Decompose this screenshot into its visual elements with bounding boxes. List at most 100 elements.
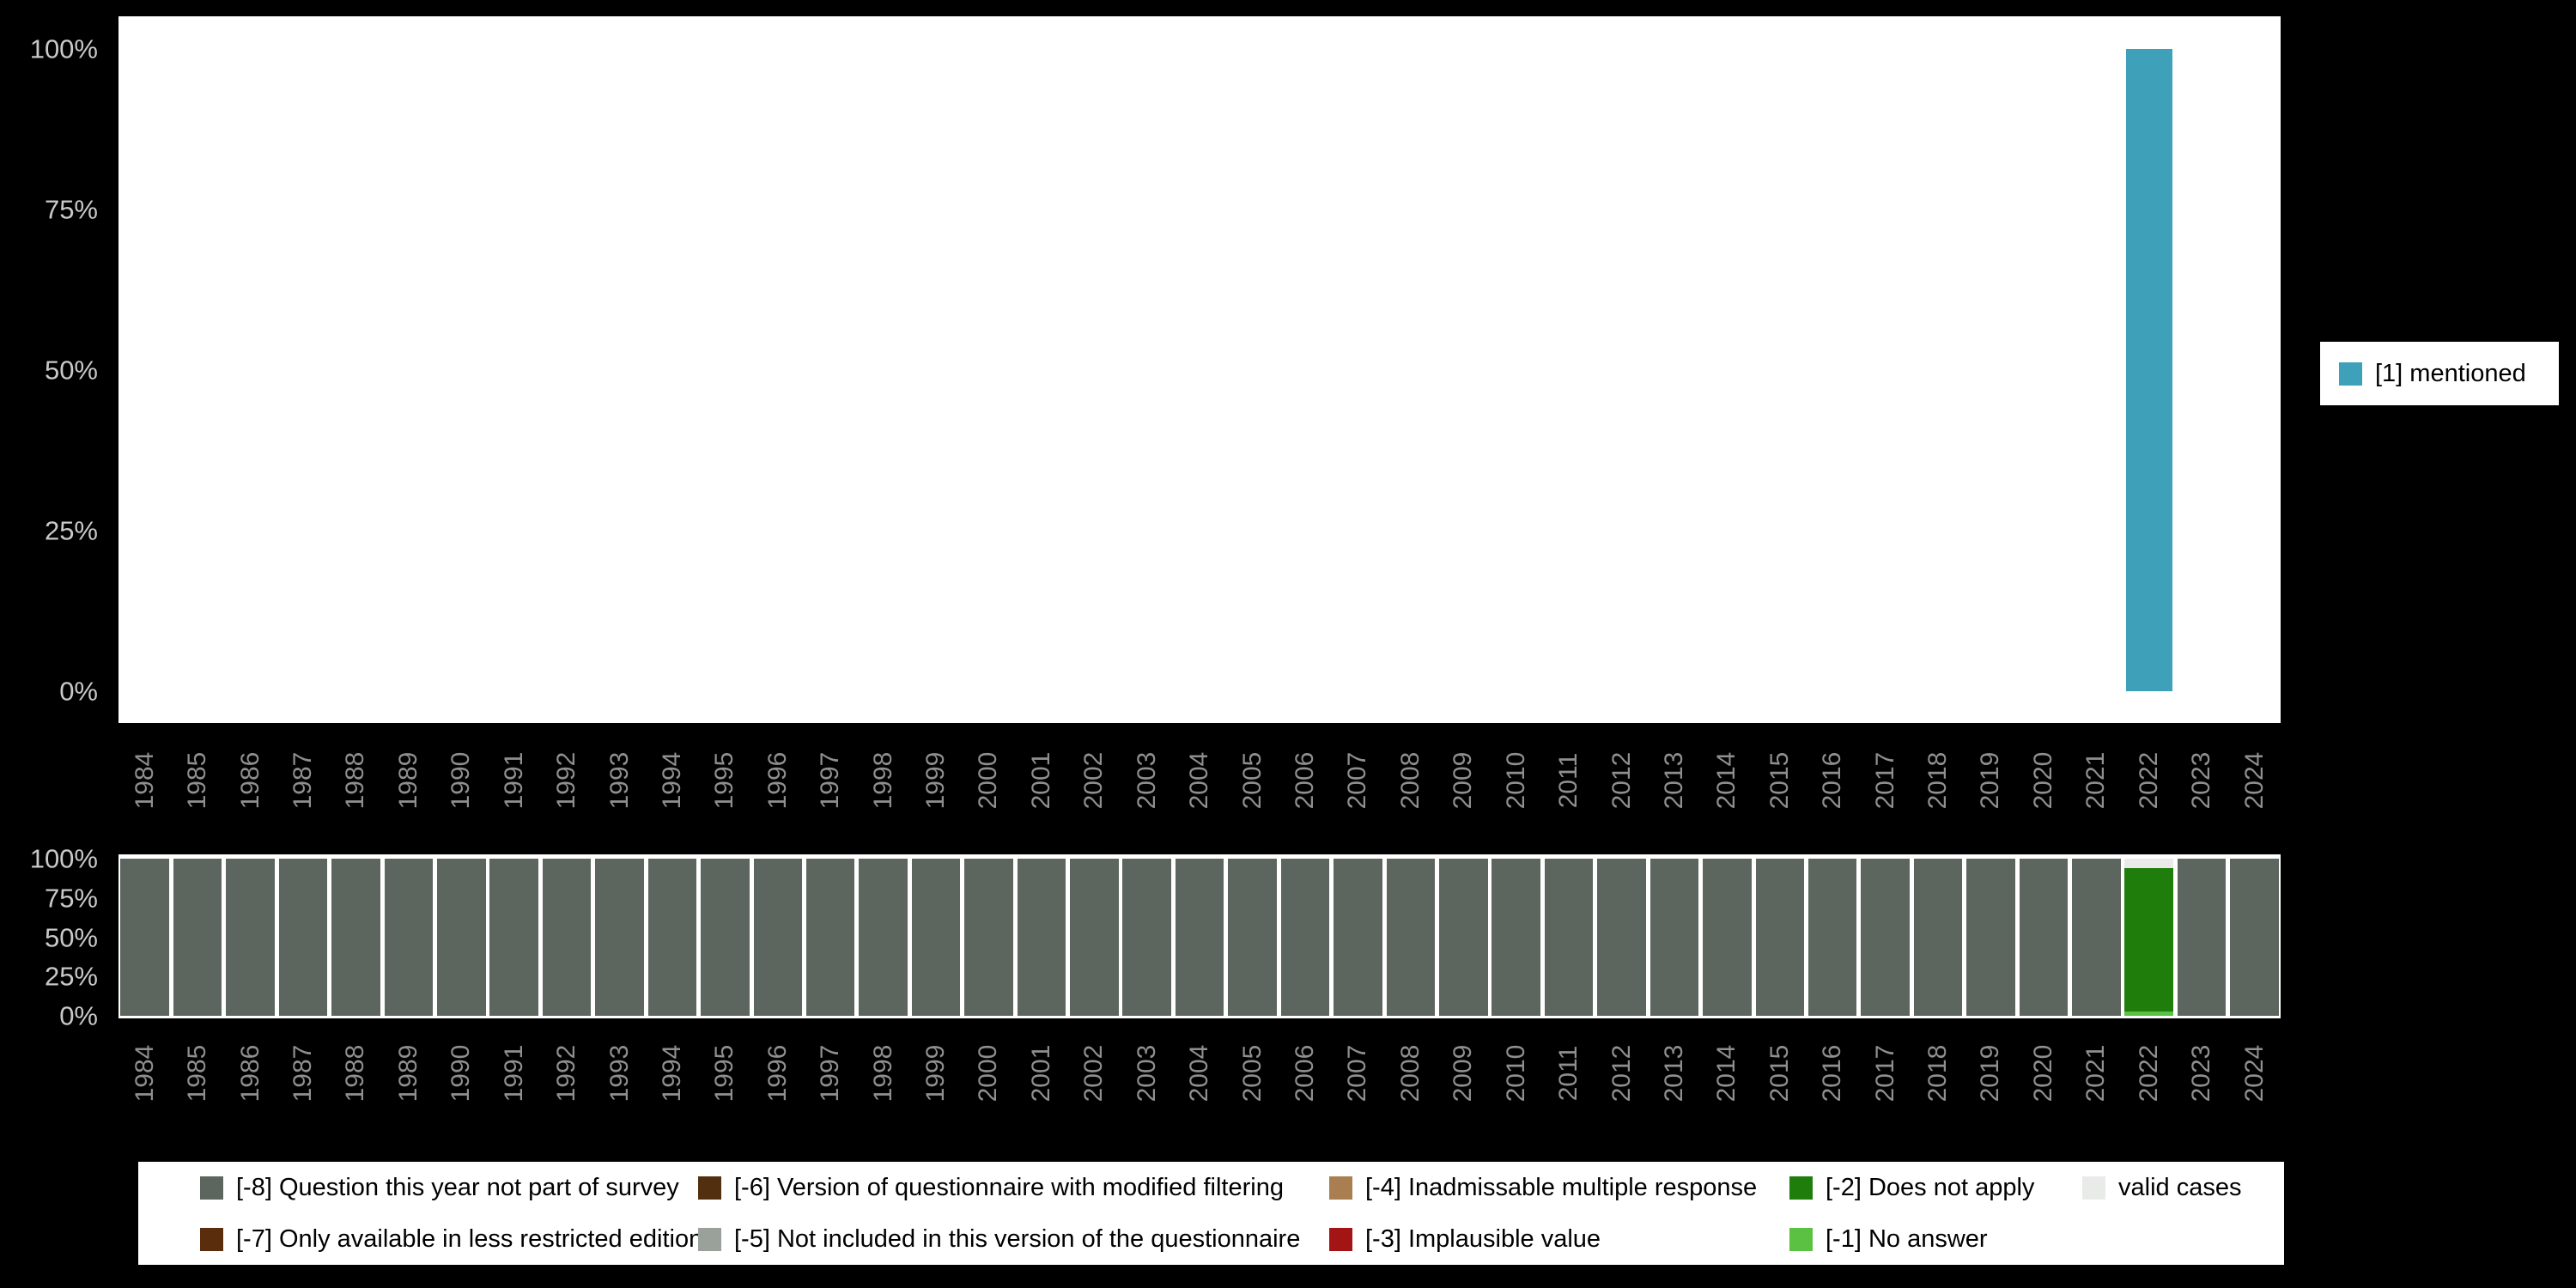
bar-slot-2023 [2175, 49, 2227, 691]
x-tick: 1990 [435, 1027, 488, 1120]
year-label: 2012 [1609, 752, 1635, 810]
x-tick: 2024 [2228, 1027, 2281, 1120]
x-tick: 2023 [2175, 734, 2227, 827]
x-tick: 1984 [118, 734, 171, 827]
bar-slot-2014 [1701, 49, 1753, 691]
legend-item--2: [-2] Does not apply [1789, 1174, 2082, 1202]
year-label: 2007 [1345, 1045, 1370, 1103]
stacked-bar-1995 [701, 859, 750, 1016]
year-label: 2016 [1820, 1045, 1845, 1103]
x-tick: 2010 [1490, 734, 1542, 827]
segment--8 [1439, 859, 1488, 1016]
stacked-bar-1993 [595, 859, 644, 1016]
legend-item--8: [-8] Question this year not part of surv… [200, 1174, 698, 1202]
segment--8 [1176, 859, 1224, 1016]
x-tick: 2016 [1807, 734, 1859, 827]
segment--8 [173, 859, 222, 1016]
x-tick: 2012 [1595, 1027, 1648, 1120]
y-tick-label: 100% [30, 846, 98, 872]
top-chart-panel [118, 16, 2281, 723]
year-label: 2002 [1081, 752, 1107, 810]
year-label: 1999 [923, 752, 949, 810]
year-label: 2006 [1292, 752, 1318, 810]
stacked-bar-1985 [173, 859, 222, 1016]
bar-slot-2005 [1226, 49, 1279, 691]
x-tick: 1986 [224, 1027, 276, 1120]
x-tick: 2011 [1542, 1027, 1595, 1120]
segment--2 [2124, 868, 2173, 1012]
x-tick: 1997 [804, 1027, 856, 1120]
bar-slot-1988 [330, 49, 382, 691]
bar-slot-1996 [751, 49, 804, 691]
stack-slot-1984 [118, 859, 171, 1016]
segment--8 [489, 859, 538, 1016]
legend-item--6: [-6] Version of questionnaire with modif… [698, 1174, 1329, 1202]
stack-slot-2024 [2228, 859, 2281, 1016]
x-tick: 1989 [382, 734, 434, 827]
year-label: 1989 [396, 1045, 422, 1103]
x-tick: 2008 [1384, 1027, 1437, 1120]
segment--8 [701, 859, 750, 1016]
year-label: 2008 [1398, 752, 1424, 810]
stacked-bar-2012 [1597, 859, 1646, 1016]
stacked-bar-1996 [754, 859, 803, 1016]
segment--1 [2124, 1012, 2173, 1016]
legend-item-valid: valid cases [2082, 1174, 2284, 1202]
stack-slot-2016 [1807, 859, 1859, 1016]
year-label: 2011 [1556, 753, 1582, 809]
year-label: 2003 [1134, 1045, 1160, 1103]
bar-slot-2024 [2228, 49, 2281, 691]
x-tick: 1997 [804, 734, 856, 827]
bar-slot-2002 [1068, 49, 1121, 691]
bar-slot-2001 [1015, 49, 1067, 691]
x-tick: 2000 [963, 734, 1015, 827]
x-tick: 2004 [1173, 734, 1225, 827]
year-label: 2019 [1978, 1045, 2003, 1103]
x-tick: 2015 [1753, 734, 1806, 827]
segment--8 [226, 859, 275, 1016]
bar-slot-1994 [646, 49, 698, 691]
x-tick: 2020 [2017, 734, 2069, 827]
year-label: 2014 [1714, 752, 1740, 810]
segment--8 [964, 859, 1013, 1016]
stacked-bar-2018 [1914, 859, 1963, 1016]
stacked-bar-1987 [279, 859, 328, 1016]
year-label: 2008 [1398, 1045, 1424, 1103]
stacked-bar-1994 [648, 859, 697, 1016]
segment--8 [1650, 859, 1699, 1016]
segment--8 [2072, 859, 2121, 1016]
year-label: 2010 [1504, 1045, 1529, 1103]
stacked-bar-2010 [1492, 859, 1540, 1016]
year-label: 1986 [238, 1045, 264, 1103]
year-label: 2005 [1240, 752, 1266, 810]
x-tick: 1993 [593, 1027, 646, 1120]
segment--8 [2020, 859, 2069, 1016]
year-label: 1985 [185, 1045, 210, 1103]
bar-slot-1984 [118, 49, 171, 691]
x-tick: 2019 [1965, 1027, 2017, 1120]
bar-slot-2011 [1542, 49, 1595, 691]
stacked-bar-2013 [1650, 859, 1699, 1016]
x-tick: 2012 [1595, 734, 1648, 827]
stack-slot-2000 [963, 859, 1015, 1016]
segment--8 [806, 859, 855, 1016]
year-label: 1992 [554, 1045, 580, 1103]
stack-slot-2008 [1384, 859, 1437, 1016]
year-label: 1993 [607, 752, 633, 810]
segment--8 [1966, 859, 2015, 1016]
stack-slot-2013 [1648, 859, 1700, 1016]
stack-slot-2009 [1437, 859, 1490, 1016]
bar-slot-2010 [1490, 49, 1542, 691]
x-tick: 2024 [2228, 734, 2281, 827]
year-label: 1997 [817, 1045, 843, 1103]
segment--8 [1228, 859, 1277, 1016]
x-tick: 2002 [1068, 1027, 1121, 1120]
year-label: 1994 [659, 752, 685, 810]
year-label: 2000 [975, 752, 1001, 810]
year-label: 1996 [765, 752, 791, 810]
year-label: 1993 [607, 1045, 633, 1103]
bar-slot-1985 [171, 49, 223, 691]
x-tick: 2018 [1911, 1027, 1964, 1120]
bar-slot-2006 [1279, 49, 1331, 691]
bar-slot-1986 [224, 49, 276, 691]
